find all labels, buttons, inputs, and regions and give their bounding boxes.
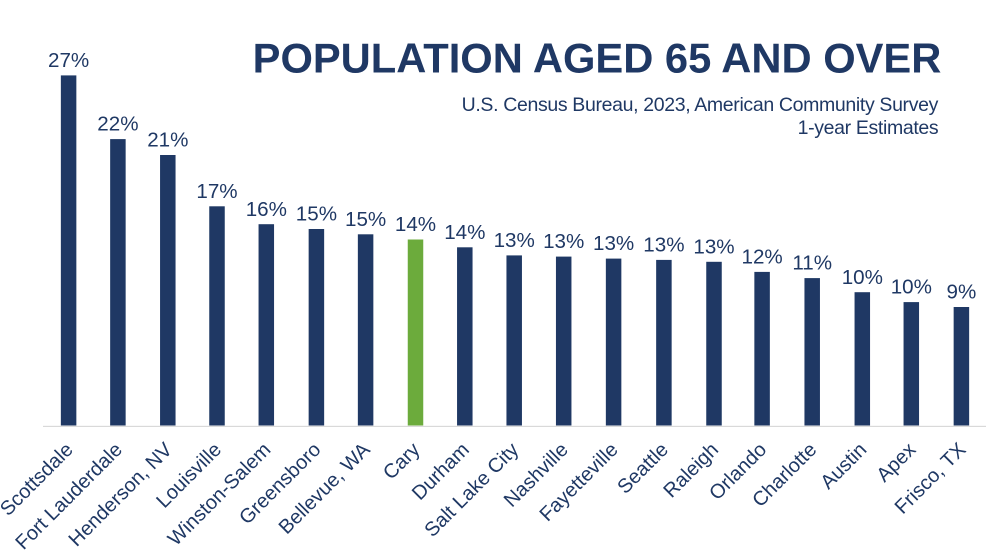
svg-text:17%: 17% [196,180,237,203]
svg-text:13%: 13% [494,229,535,252]
svg-text:12%: 12% [741,246,782,269]
svg-text:10%: 10% [842,266,883,289]
svg-text:9%: 9% [947,281,977,304]
svg-text:U.S. Census Bureau, 2023, Amer: U.S. Census Bureau, 2023, American Commu… [462,94,939,116]
svg-text:13%: 13% [693,235,734,258]
svg-text:14%: 14% [395,213,436,236]
svg-text:13%: 13% [593,232,634,255]
svg-text:22%: 22% [97,113,138,136]
svg-text:POPULATION AGED 65 AND OVER: POPULATION AGED 65 AND OVER [253,34,942,81]
svg-text:13%: 13% [643,234,684,257]
svg-text:14%: 14% [444,221,485,244]
svg-text:15%: 15% [345,208,386,231]
svg-text:21%: 21% [147,129,188,152]
svg-text:15%: 15% [296,203,337,226]
svg-text:11%: 11% [792,252,832,275]
svg-text:13%: 13% [543,230,584,253]
svg-text:1-year Estimates: 1-year Estimates [798,117,939,139]
svg-text:10%: 10% [891,276,932,299]
svg-text:27%: 27% [48,49,89,72]
svg-text:16%: 16% [246,198,287,221]
